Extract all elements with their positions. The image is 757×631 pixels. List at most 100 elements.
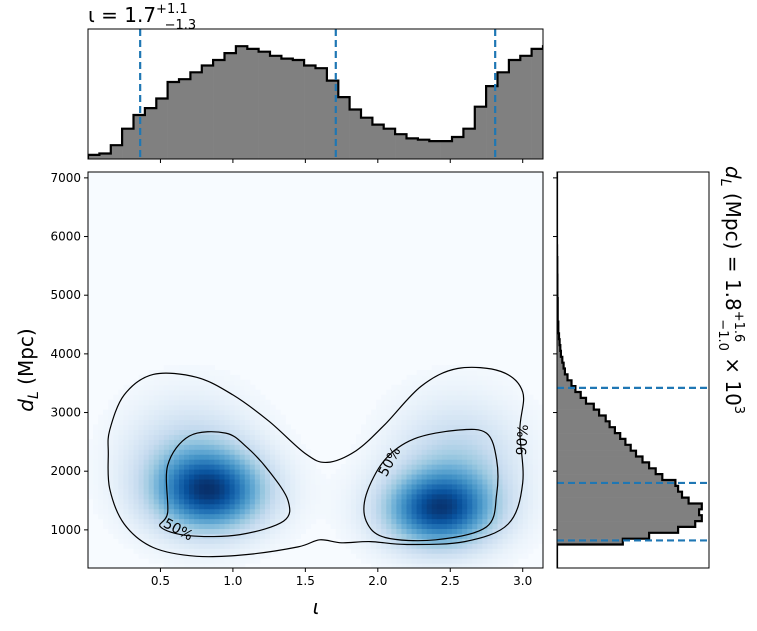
heatmap-cell: [239, 429, 246, 435]
heatmap-cell: [537, 503, 543, 510]
heatmap-cell: [118, 538, 124, 544]
heatmap-cell: [254, 523, 261, 529]
heatmap-cell: [199, 454, 205, 460]
heatmap-cell: [249, 424, 256, 430]
heatmap-cell: [264, 493, 271, 500]
heatmap-cell: [310, 498, 317, 505]
heatmap-cell: [194, 370, 200, 376]
heatmap-cell: [168, 483, 175, 490]
heatmap-cell: [199, 464, 205, 470]
heatmap-cell: [179, 370, 185, 376]
heatmap-cell: [527, 528, 534, 534]
heatmap-cell: [381, 409, 387, 416]
heatmap-cell: [153, 449, 160, 455]
heatmap-cell: [406, 478, 413, 485]
heatmap-cell: [477, 449, 483, 455]
heatmap-cell: [259, 503, 266, 510]
heatmap-cell: [371, 563, 377, 568]
heatmap-cell: [441, 513, 448, 520]
heatmap-cell: [194, 478, 200, 485]
heatmap-cell: [512, 548, 519, 554]
heatmap-cell: [411, 409, 418, 416]
heatmap-cell: [426, 459, 433, 465]
heatmap-cell: [204, 424, 210, 430]
heatmap-cell: [133, 533, 140, 539]
heatmap-cell: [148, 553, 155, 559]
heatmap-cell: [173, 419, 180, 426]
heatmap-cell: [452, 459, 458, 465]
heatmap-cell: [472, 379, 478, 386]
heatmap-cell: [133, 483, 140, 490]
heatmap-cell: [416, 404, 423, 411]
heatmap-cell: [168, 384, 175, 391]
heatmap-cell: [118, 513, 124, 520]
heatmap-cell: [300, 454, 306, 460]
heatmap-cell: [199, 498, 205, 505]
heatmap-cell: [492, 394, 499, 401]
heatmap-cell: [361, 454, 367, 460]
heatmap-cell: [275, 444, 281, 450]
heatmap-cell: [472, 399, 478, 406]
heatmap-cell: [376, 508, 382, 515]
heatmap-cell: [396, 548, 403, 554]
heatmap-cell: [391, 419, 397, 426]
heatmap-cell: [366, 414, 372, 421]
main-x-ticks: 0.5 1.0 1.5 2.0 2.5 3.0: [151, 568, 532, 588]
heatmap-cell: [239, 533, 246, 539]
contour-lines: [107, 366, 525, 558]
heatmap-cell: [497, 473, 504, 480]
heatmap-cell: [249, 459, 256, 465]
heatmap-cell: [133, 449, 140, 455]
heatmap-cell: [416, 379, 423, 386]
heatmap-cell: [401, 533, 408, 539]
heatmap-cell: [259, 498, 266, 505]
right-hist-bar: [557, 497, 689, 504]
heatmap-cell: [462, 444, 468, 450]
heatmap-cell: [376, 409, 382, 416]
heatmap-cell: [335, 478, 342, 485]
top-hist-bar: [554, 43, 566, 159]
heatmap-cell: [416, 439, 423, 445]
heatmap-cell: [179, 384, 185, 391]
heatmap-cell: [472, 558, 478, 564]
heatmap-cell: [497, 558, 504, 564]
heatmap-cell: [401, 434, 408, 440]
heatmap-cell: [275, 523, 281, 529]
heatmap-cell: [224, 513, 231, 520]
heatmap-cell: [290, 473, 296, 480]
heatmap-cell: [103, 473, 109, 480]
heatmap-cell: [487, 469, 494, 475]
heatmap-cell: [133, 409, 140, 416]
y-tick-label: 1000: [50, 523, 81, 537]
heatmap-cell: [537, 424, 543, 430]
heatmap-cell: [209, 424, 215, 430]
heatmap-cell: [118, 424, 124, 430]
heatmap-cell: [320, 503, 327, 510]
heatmap-cell: [290, 503, 296, 510]
heatmap-cell: [436, 404, 443, 411]
heatmap-cell: [229, 548, 236, 554]
heatmap-cell: [391, 389, 397, 396]
heatmap-cell: [249, 548, 256, 554]
heatmap-cell: [381, 518, 387, 525]
heatmap-cell: [143, 493, 150, 500]
heatmap-cell: [507, 414, 514, 421]
heatmap-cell: [113, 414, 119, 421]
heatmap-cell: [411, 429, 418, 435]
heatmap-cell: [361, 523, 367, 529]
heatmap-cell: [300, 464, 306, 470]
heatmap-cell: [234, 464, 241, 470]
heatmap-cell: [406, 389, 413, 396]
heatmap-cell: [138, 548, 145, 554]
heatmap-cell: [153, 488, 160, 495]
heatmap-cell: [153, 473, 160, 480]
heatmap-cell: [123, 429, 130, 435]
heatmap-cell: [421, 399, 428, 406]
heatmap-cell: [472, 419, 478, 426]
heatmap-cell: [376, 399, 382, 406]
heatmap-cell: [285, 503, 291, 510]
heatmap-cell: [386, 409, 392, 416]
heatmap-cell: [497, 498, 504, 505]
heatmap-cell: [482, 464, 488, 470]
heatmap-cell: [482, 469, 488, 475]
